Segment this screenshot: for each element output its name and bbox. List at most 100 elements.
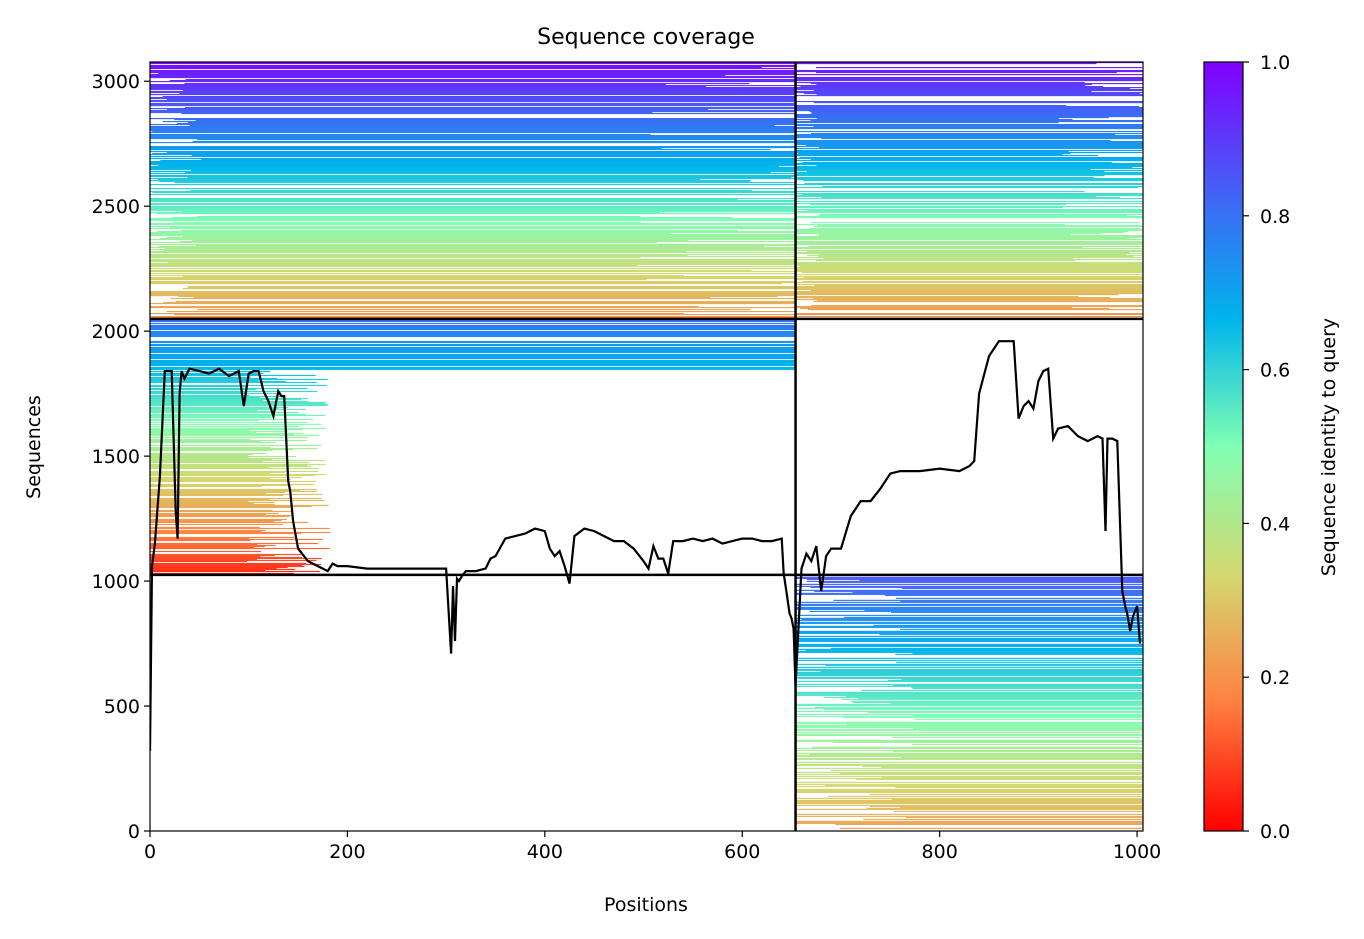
coverage-row	[795, 680, 1143, 682]
coverage-row	[180, 211, 796, 213]
coverage-row	[795, 777, 1143, 779]
coverage-row	[822, 186, 1143, 188]
coverage-row	[178, 296, 778, 298]
coverage-row	[150, 162, 796, 164]
coverage-row	[795, 143, 1143, 145]
coverage-row	[150, 419, 259, 422]
coverage-row	[795, 622, 1143, 624]
coverage-row	[795, 589, 1143, 591]
coverage-row	[150, 427, 326, 430]
coverage-row	[856, 778, 1143, 780]
coverage-row	[830, 769, 1143, 771]
coverage-row	[795, 799, 1143, 801]
coverage-row	[804, 183, 1143, 185]
coverage-row	[900, 628, 1143, 630]
coverage-row	[150, 201, 796, 203]
coverage-row	[795, 244, 1143, 246]
x-axis: 0 200 400 600 800 1000	[144, 831, 1161, 863]
coverage-row	[179, 93, 796, 95]
coverage-row	[892, 684, 1143, 686]
coverage-row	[150, 147, 796, 149]
coverage-row	[912, 743, 1143, 745]
plot-frame	[149, 61, 1144, 832]
coverage-row	[795, 121, 1143, 123]
coverage-row	[795, 144, 1143, 146]
coverage-row	[795, 243, 1143, 245]
coverage-row	[818, 581, 1143, 583]
coverage-row	[150, 255, 688, 257]
coverage-row	[150, 203, 796, 205]
coverage-row	[150, 74, 796, 76]
coverage-row	[795, 637, 1143, 639]
coverage-row	[150, 387, 308, 390]
coverage-row	[150, 515, 290, 518]
coverage-row	[795, 79, 1143, 81]
coverage-row	[801, 618, 1143, 620]
coverage-row	[150, 374, 316, 377]
coverage-row	[150, 394, 250, 397]
coverage-row	[795, 669, 1143, 671]
coverage-row	[896, 661, 1143, 663]
coverage-row	[795, 119, 1073, 121]
coverage-row	[795, 721, 1143, 723]
coverage-row	[150, 171, 796, 173]
coverage-row	[187, 286, 796, 288]
coverage-row	[150, 164, 796, 166]
coverage-row	[150, 421, 308, 424]
coverage-row	[177, 123, 796, 125]
coverage-row	[900, 806, 1143, 808]
coverage-row	[150, 513, 266, 516]
coverage-row	[795, 761, 1143, 763]
coverage-row	[150, 512, 279, 515]
coverage-row	[814, 706, 1143, 708]
coverage-row	[150, 148, 662, 150]
coverage-row	[185, 79, 796, 81]
coverage-row	[150, 72, 796, 74]
coverage-row	[150, 452, 266, 455]
coverage-row	[795, 306, 1143, 308]
coverage-row	[150, 473, 326, 476]
coverage-row	[795, 763, 1143, 765]
coverage-row	[795, 577, 1143, 579]
coverage-row	[795, 233, 1101, 235]
coverage-row	[150, 476, 302, 479]
coverage-row	[150, 423, 322, 426]
coverage-row	[835, 823, 1143, 825]
coverage-row	[150, 396, 260, 399]
coverage-row	[795, 135, 1143, 137]
coverage-row	[795, 267, 1143, 269]
coverage-row	[157, 213, 796, 215]
coverage-row	[150, 319, 796, 322]
coverage-row	[796, 122, 1059, 124]
coverage-row	[795, 673, 1143, 675]
coverage-row	[905, 816, 1143, 818]
coverage-row	[795, 767, 1143, 769]
coverage-row	[150, 110, 796, 112]
coverage-row	[795, 789, 1143, 791]
coverage-row	[859, 579, 1143, 581]
coverage-row	[795, 263, 1143, 265]
coverage-row	[150, 326, 796, 329]
coverage-row	[795, 211, 1143, 213]
coverage-row	[150, 261, 796, 263]
coverage-row	[795, 740, 1143, 742]
coverage-row	[150, 397, 309, 400]
colorbar-tick-label: 0.6	[1260, 360, 1290, 382]
coverage-row	[150, 251, 687, 253]
coverage-row	[795, 632, 1143, 634]
x-tick-label: 400	[527, 841, 563, 863]
coverage-row	[891, 798, 1143, 800]
coverage-row	[795, 282, 1143, 284]
coverage-row	[819, 234, 1071, 236]
coverage-row	[795, 110, 1143, 112]
coverage-row	[193, 297, 711, 299]
coverage-row	[150, 547, 330, 550]
coverage-row	[795, 576, 1143, 578]
coverage-row	[815, 260, 1076, 262]
coverage-row	[150, 277, 796, 279]
coverage-row	[809, 610, 1143, 612]
coverage-row	[150, 331, 796, 334]
coverage-row	[150, 105, 796, 107]
coverage-row	[795, 672, 1143, 674]
coverage-row	[150, 199, 738, 201]
